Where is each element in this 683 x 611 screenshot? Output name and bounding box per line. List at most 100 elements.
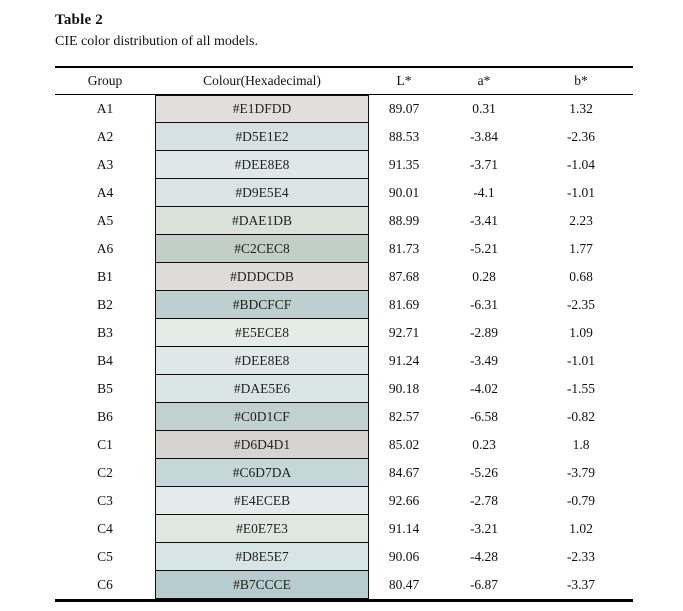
table-row: C4 #E0E7E3 91.14 -3.21 1.02	[55, 515, 633, 543]
l-value-cell: 85.02	[388, 437, 420, 452]
group-cell: A4	[96, 185, 114, 200]
colour-swatch-cell: #BDCFCF	[155, 291, 369, 319]
a-value-cell: -5.21	[469, 241, 499, 256]
colour-swatch-cell: #D5E1E2	[155, 123, 369, 151]
colour-swatch-cell: #C0D1CF	[155, 403, 369, 431]
colour-swatch-cell: #DEE8E8	[155, 347, 369, 375]
group-cell: B1	[97, 269, 113, 284]
l-value-cell: 84.67	[388, 465, 420, 480]
table-row: C2 #C6D7DA 84.67 -5.26 -3.79	[55, 459, 633, 487]
b-value-cell: -0.79	[566, 493, 596, 508]
table-row: A2 #D5E1E2 88.53 -3.84 -2.36	[55, 123, 633, 151]
header-group: Group	[87, 73, 123, 88]
a-value-cell: -3.21	[469, 521, 499, 536]
colour-swatch-cell: #E4ECEB	[155, 487, 369, 515]
colour-swatch-cell: #E1DFDD	[155, 95, 369, 123]
table-row: C3 #E4ECEB 92.66 -2.78 -0.79	[55, 487, 633, 515]
header-l-star: L*	[396, 73, 412, 88]
a-value-cell: 0.23	[472, 437, 496, 452]
a-value-cell: -3.41	[469, 213, 499, 228]
a-value-cell: -6.31	[469, 297, 499, 312]
b-value-cell: -2.36	[566, 129, 596, 144]
group-cell: B3	[97, 325, 113, 340]
group-cell: B4	[97, 353, 113, 368]
l-value-cell: 89.07	[388, 101, 420, 116]
b-value-cell: 2.23	[569, 213, 593, 228]
colour-swatch-cell: #DAE5E6	[155, 375, 369, 403]
l-value-cell: 88.53	[388, 129, 420, 144]
table-row: A1 #E1DFDD 89.07 0.31 1.32	[55, 95, 633, 123]
l-value-cell: 90.01	[388, 185, 420, 200]
b-value-cell: 1.09	[569, 325, 593, 340]
colour-swatch-cell: #DDDCDB	[155, 263, 369, 291]
l-value-cell: 91.35	[388, 157, 420, 172]
table-row: A6 #C2CEC8 81.73 -5.21 1.77	[55, 235, 633, 263]
b-value-cell: 1.32	[569, 101, 593, 116]
colour-swatch-cell: #DEE8E8	[155, 151, 369, 179]
a-value-cell: -2.78	[469, 493, 499, 508]
header-a-star: a*	[477, 73, 491, 88]
table-row: B6 #C0D1CF 82.57 -6.58 -0.82	[55, 403, 633, 431]
b-value-cell: 0.68	[569, 269, 593, 284]
table-row: B5 #DAE5E6 90.18 -4.02 -1.55	[55, 375, 633, 403]
group-cell: A1	[96, 101, 114, 116]
table-row: C1 #D6D4D1 85.02 0.23 1.8	[55, 431, 633, 459]
group-cell: C1	[97, 437, 113, 452]
b-value-cell: 1.8	[572, 437, 590, 452]
table-row: A5 #DAE1DB 88.99 -3.41 2.23	[55, 207, 633, 235]
table-header-row: Group Colour(Hexadecimal) L* a* b*	[55, 66, 633, 95]
header-b-star: b*	[574, 73, 588, 88]
a-value-cell: -6.87	[469, 577, 499, 592]
table-row: A4 #D9E5E4 90.01 -4.1 -1.01	[55, 179, 633, 207]
b-value-cell: 1.02	[569, 521, 593, 536]
b-value-cell: -1.01	[566, 185, 596, 200]
colour-swatch-cell: #C2CEC8	[155, 235, 369, 263]
table-row: B2 #BDCFCF 81.69 -6.31 -2.35	[55, 291, 633, 319]
l-value-cell: 91.24	[388, 353, 420, 368]
colour-swatch-cell: #E5ECE8	[155, 319, 369, 347]
a-value-cell: -4.28	[469, 549, 499, 564]
colour-swatch-cell: #D6D4D1	[155, 431, 369, 459]
colour-swatch-cell: #D8E5E7	[155, 543, 369, 571]
group-cell: C4	[97, 521, 113, 536]
b-value-cell: -0.82	[566, 409, 596, 424]
a-value-cell: 0.31	[472, 101, 496, 116]
b-value-cell: -3.37	[566, 577, 596, 592]
l-value-cell: 87.68	[388, 269, 420, 284]
b-value-cell: -2.33	[566, 549, 596, 564]
b-value-cell: -2.35	[566, 297, 596, 312]
l-value-cell: 90.06	[388, 549, 420, 564]
colour-swatch-cell: #B7CCCE	[155, 571, 369, 599]
header-colour: Colour(Hexadecimal)	[203, 73, 321, 88]
table-row: B4 #DEE8E8 91.24 -3.49 -1.01	[55, 347, 633, 375]
group-cell: C2	[97, 465, 113, 480]
l-value-cell: 92.71	[388, 325, 420, 340]
group-cell: B6	[97, 409, 113, 424]
l-value-cell: 82.57	[388, 409, 420, 424]
group-cell: A2	[96, 129, 114, 144]
b-value-cell: -1.01	[566, 353, 596, 368]
colour-swatch-cell: #DAE1DB	[155, 207, 369, 235]
table-row: C6 #B7CCCE 80.47 -6.87 -3.37	[55, 571, 633, 599]
group-cell: B5	[97, 381, 113, 396]
l-value-cell: 90.18	[388, 381, 420, 396]
group-cell: B2	[97, 297, 113, 312]
l-value-cell: 91.14	[388, 521, 420, 536]
group-cell: A3	[96, 157, 114, 172]
a-value-cell: -3.71	[469, 157, 499, 172]
table-caption: CIE color distribution of all models.	[55, 34, 258, 49]
a-value-cell: -3.49	[469, 353, 499, 368]
table-row: A3 #DEE8E8 91.35 -3.71 -1.04	[55, 151, 633, 179]
a-value-cell: -5.26	[469, 465, 499, 480]
table-row: B3 #E5ECE8 92.71 -2.89 1.09	[55, 319, 633, 347]
b-value-cell: -1.55	[566, 381, 596, 396]
l-value-cell: 92.66	[388, 493, 420, 508]
group-cell: C6	[97, 577, 113, 592]
a-value-cell: -4.02	[469, 381, 499, 396]
group-cell: A5	[96, 213, 114, 228]
b-value-cell: -3.79	[566, 465, 596, 480]
colour-swatch-cell: #D9E5E4	[155, 179, 369, 207]
a-value-cell: -3.84	[469, 129, 499, 144]
b-value-cell: -1.04	[566, 157, 596, 172]
b-value-cell: 1.77	[569, 241, 593, 256]
